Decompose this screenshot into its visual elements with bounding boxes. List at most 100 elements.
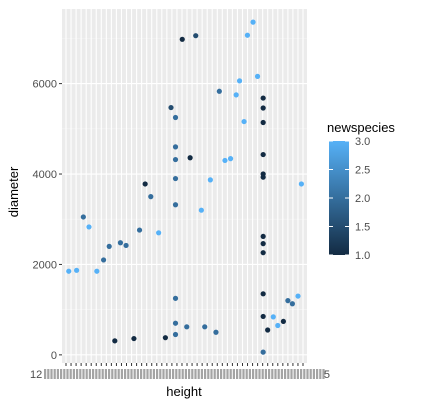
data-point <box>172 331 179 338</box>
x-tick-label-glyph <box>72 369 75 379</box>
x-tick-label-glyph <box>136 369 139 379</box>
data-point <box>241 118 247 125</box>
x-tick-label-glyph <box>114 369 117 379</box>
data-point <box>227 156 234 162</box>
data-point <box>216 88 222 94</box>
data-point <box>117 240 124 246</box>
data-point <box>280 318 286 325</box>
x-tick-label-glyph <box>316 369 319 379</box>
data-point <box>236 78 243 84</box>
x-tick-label-glyph <box>162 369 165 379</box>
x-tick-label-glyph <box>213 369 216 379</box>
x-tick-label-glyph <box>223 369 226 379</box>
x-tick-label-glyph <box>143 369 146 379</box>
data-point <box>131 335 137 342</box>
x-tick-label-glyph <box>175 369 178 379</box>
data-point <box>213 329 219 335</box>
data-point <box>106 243 112 249</box>
data-point <box>254 73 261 79</box>
major-gridlines <box>62 9 307 363</box>
data-point <box>270 314 276 320</box>
y-tick-label: 4000 <box>33 169 57 181</box>
legend-ticks: 1.0 1.5 2.0 2.5 3.0 <box>329 136 370 262</box>
x-tick-label-glyph <box>239 369 242 379</box>
x-tick-label-glyph <box>322 369 325 379</box>
x-tick-label-glyph <box>312 369 315 379</box>
y-axis: 0 2000 4000 6000 <box>33 79 62 362</box>
data-point <box>260 95 266 101</box>
data-point <box>168 104 174 111</box>
y-axis-title: diameter <box>6 166 21 217</box>
data-point <box>172 144 179 150</box>
x-tick-label-glyph <box>268 369 271 379</box>
x-tick-label-glyph <box>293 369 296 379</box>
y-tick-label: 6000 <box>33 79 57 91</box>
legend-tick-label: 1.0 <box>355 250 370 262</box>
x-tick-label-glyph <box>280 369 283 379</box>
x-tick-label-glyph <box>271 369 274 379</box>
x-tick-label-glyph <box>117 369 120 379</box>
data-point <box>289 301 295 307</box>
data-point <box>187 155 193 161</box>
data-point <box>260 250 266 256</box>
data-points <box>66 19 304 355</box>
x-tick-label-glyph <box>172 369 175 379</box>
x-tick-label-glyph <box>245 369 248 379</box>
x-tick-label-glyph <box>188 369 191 379</box>
x-tick-label-glyph <box>152 369 155 379</box>
data-point <box>136 227 143 233</box>
data-point <box>244 32 251 38</box>
x-tick-label-glyph <box>47 369 50 379</box>
x-tick-label-glyph <box>85 369 88 379</box>
x-tick-label-glyph <box>303 369 306 379</box>
legend-tick-label: 3.0 <box>355 136 370 148</box>
x-tick-label-glyph <box>124 369 127 379</box>
data-point <box>250 19 256 25</box>
data-point <box>172 175 179 182</box>
x-tick-label-glyph <box>168 369 171 379</box>
x-tick-label-glyph <box>248 369 251 379</box>
x-tick-label-glyph <box>60 369 63 379</box>
data-point <box>260 119 266 126</box>
x-tick-label-glyph <box>178 369 181 379</box>
x-tick-label-glyph <box>156 369 159 379</box>
data-point <box>207 177 213 183</box>
data-point <box>202 324 208 330</box>
x-tick-label-glyph <box>181 369 184 379</box>
x-tick-label-glyph <box>184 369 187 379</box>
x-tick-label-glyph <box>66 369 69 379</box>
x-tick-label-glyph <box>236 369 239 379</box>
x-tick-label-glyph <box>63 369 66 379</box>
x-tick-label-glyph <box>53 369 56 379</box>
data-point <box>233 92 239 98</box>
data-point <box>112 338 118 344</box>
x-tick-label-glyph <box>252 369 255 379</box>
x-tick-label-glyph <box>133 369 136 379</box>
x-tick-label-glyph <box>165 369 168 379</box>
x-tick-label: 5 <box>324 369 330 381</box>
x-tick-label-glyph <box>146 369 149 379</box>
x-tick-label-glyph <box>261 369 264 379</box>
color-legend: newspecies 1.0 1.5 2.0 2.5 3.0 <box>327 120 395 262</box>
x-tick-label-glyph <box>255 369 258 379</box>
legend-tick-label: 1.5 <box>355 222 370 234</box>
data-point <box>184 324 190 330</box>
x-tick-label-glyph <box>104 369 107 379</box>
data-point <box>198 207 204 213</box>
data-point <box>148 194 154 200</box>
x-tick-label-glyph <box>140 369 143 379</box>
x-tick-label-glyph <box>287 369 290 379</box>
data-point <box>260 233 266 240</box>
y-tick-label: 2000 <box>33 259 57 271</box>
data-point <box>172 295 179 301</box>
x-tick-label-glyph <box>284 369 287 379</box>
x-tick-label-glyph <box>130 369 133 379</box>
x-tick-label-glyph <box>258 369 261 379</box>
x-tick-label-glyph <box>210 369 213 379</box>
x-tick-label-glyph <box>98 369 101 379</box>
data-point <box>260 151 266 158</box>
x-tick-label-glyph <box>232 369 235 379</box>
data-point <box>162 335 168 341</box>
data-point <box>94 268 100 274</box>
